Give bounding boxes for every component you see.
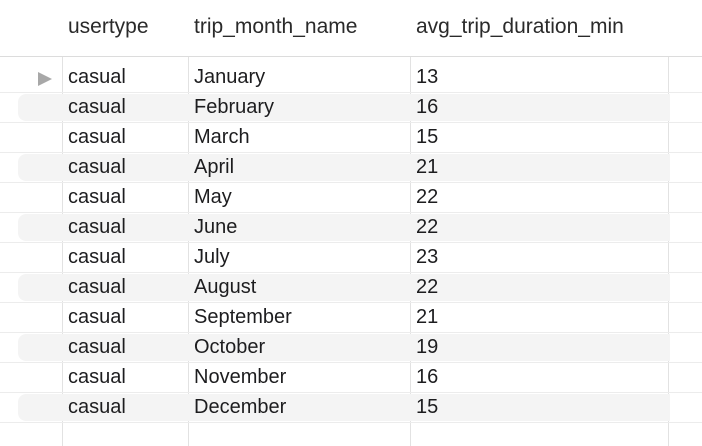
cell-avg-trip-duration-min[interactable]: 15 <box>416 396 439 418</box>
table-row[interactable]: casual January 13 <box>0 63 702 93</box>
cell-trip-month-name[interactable]: September <box>194 306 292 328</box>
cell-trip-month-name[interactable]: June <box>194 216 238 238</box>
row-stripe <box>18 214 670 241</box>
row-stripe <box>18 394 670 421</box>
cell-avg-trip-duration-min[interactable]: 16 <box>416 366 439 388</box>
cell-usertype[interactable]: casual <box>68 276 126 298</box>
cell-avg-trip-duration-min[interactable]: 22 <box>416 186 439 208</box>
cell-avg-trip-duration-min[interactable]: 22 <box>416 216 439 238</box>
cell-avg-trip-duration-min[interactable]: 16 <box>416 96 439 118</box>
table-row[interactable]: casual August 22 <box>0 273 702 303</box>
table-row[interactable]: casual March 15 <box>0 123 702 153</box>
cell-trip-month-name[interactable]: April <box>194 156 235 178</box>
cell-avg-trip-duration-min[interactable]: 19 <box>416 336 439 358</box>
cell-usertype[interactable]: casual <box>68 306 126 328</box>
cell-avg-trip-duration-min[interactable]: 13 <box>416 66 439 88</box>
cell-avg-trip-duration-min[interactable]: 22 <box>416 276 439 298</box>
row-stripe <box>18 274 670 301</box>
cell-trip-month-name[interactable]: May <box>194 186 232 208</box>
cell-usertype[interactable]: casual <box>68 126 126 148</box>
cell-usertype[interactable]: casual <box>68 66 126 88</box>
column-header-trip-month-name[interactable]: trip_month_name <box>194 15 358 38</box>
cell-usertype[interactable]: casual <box>68 96 126 118</box>
cell-avg-trip-duration-min[interactable]: 21 <box>416 306 439 328</box>
cell-trip-month-name[interactable]: March <box>194 126 250 148</box>
table-row[interactable]: casual November 16 <box>0 363 702 393</box>
row-stripe <box>18 334 670 361</box>
cell-trip-month-name[interactable]: January <box>194 66 266 88</box>
cell-usertype[interactable]: casual <box>68 336 126 358</box>
table-row[interactable]: casual June 22 <box>0 213 702 243</box>
grid-header: usertype trip_month_name avg_trip_durati… <box>0 0 702 57</box>
row-stripe <box>18 94 670 121</box>
current-row-indicator-icon <box>38 72 52 86</box>
cell-avg-trip-duration-min[interactable]: 15 <box>416 126 439 148</box>
table-row[interactable]: casual October 19 <box>0 333 702 363</box>
table-row[interactable]: casual July 23 <box>0 243 702 273</box>
cell-trip-month-name[interactable]: February <box>194 96 275 118</box>
empty-row <box>0 423 702 443</box>
cell-usertype[interactable]: casual <box>68 216 126 238</box>
cell-trip-month-name[interactable]: July <box>194 246 230 268</box>
cell-trip-month-name[interactable]: December <box>194 396 287 418</box>
column-header-avg-trip-duration-min[interactable]: avg_trip_duration_min <box>416 15 624 38</box>
cell-usertype[interactable]: casual <box>68 156 126 178</box>
table-row[interactable]: casual April 21 <box>0 153 702 183</box>
cell-avg-trip-duration-min[interactable]: 23 <box>416 246 439 268</box>
table-row[interactable]: casual February 16 <box>0 93 702 123</box>
column-header-usertype[interactable]: usertype <box>68 15 149 38</box>
row-stripe <box>18 154 670 181</box>
table-row[interactable]: casual September 21 <box>0 303 702 333</box>
cell-trip-month-name[interactable]: August <box>194 276 257 298</box>
table-row[interactable]: casual May 22 <box>0 183 702 213</box>
cell-usertype[interactable]: casual <box>68 186 126 208</box>
cell-trip-month-name[interactable]: November <box>194 366 287 388</box>
cell-usertype[interactable]: casual <box>68 396 126 418</box>
table-row[interactable]: casual December 15 <box>0 393 702 423</box>
cell-usertype[interactable]: casual <box>68 366 126 388</box>
cell-avg-trip-duration-min[interactable]: 21 <box>416 156 439 178</box>
grid-body: casual January 13 casual February 16 casual Mar… <box>0 63 702 443</box>
cell-trip-month-name[interactable]: October <box>194 336 266 358</box>
cell-usertype[interactable]: casual <box>68 246 126 268</box>
